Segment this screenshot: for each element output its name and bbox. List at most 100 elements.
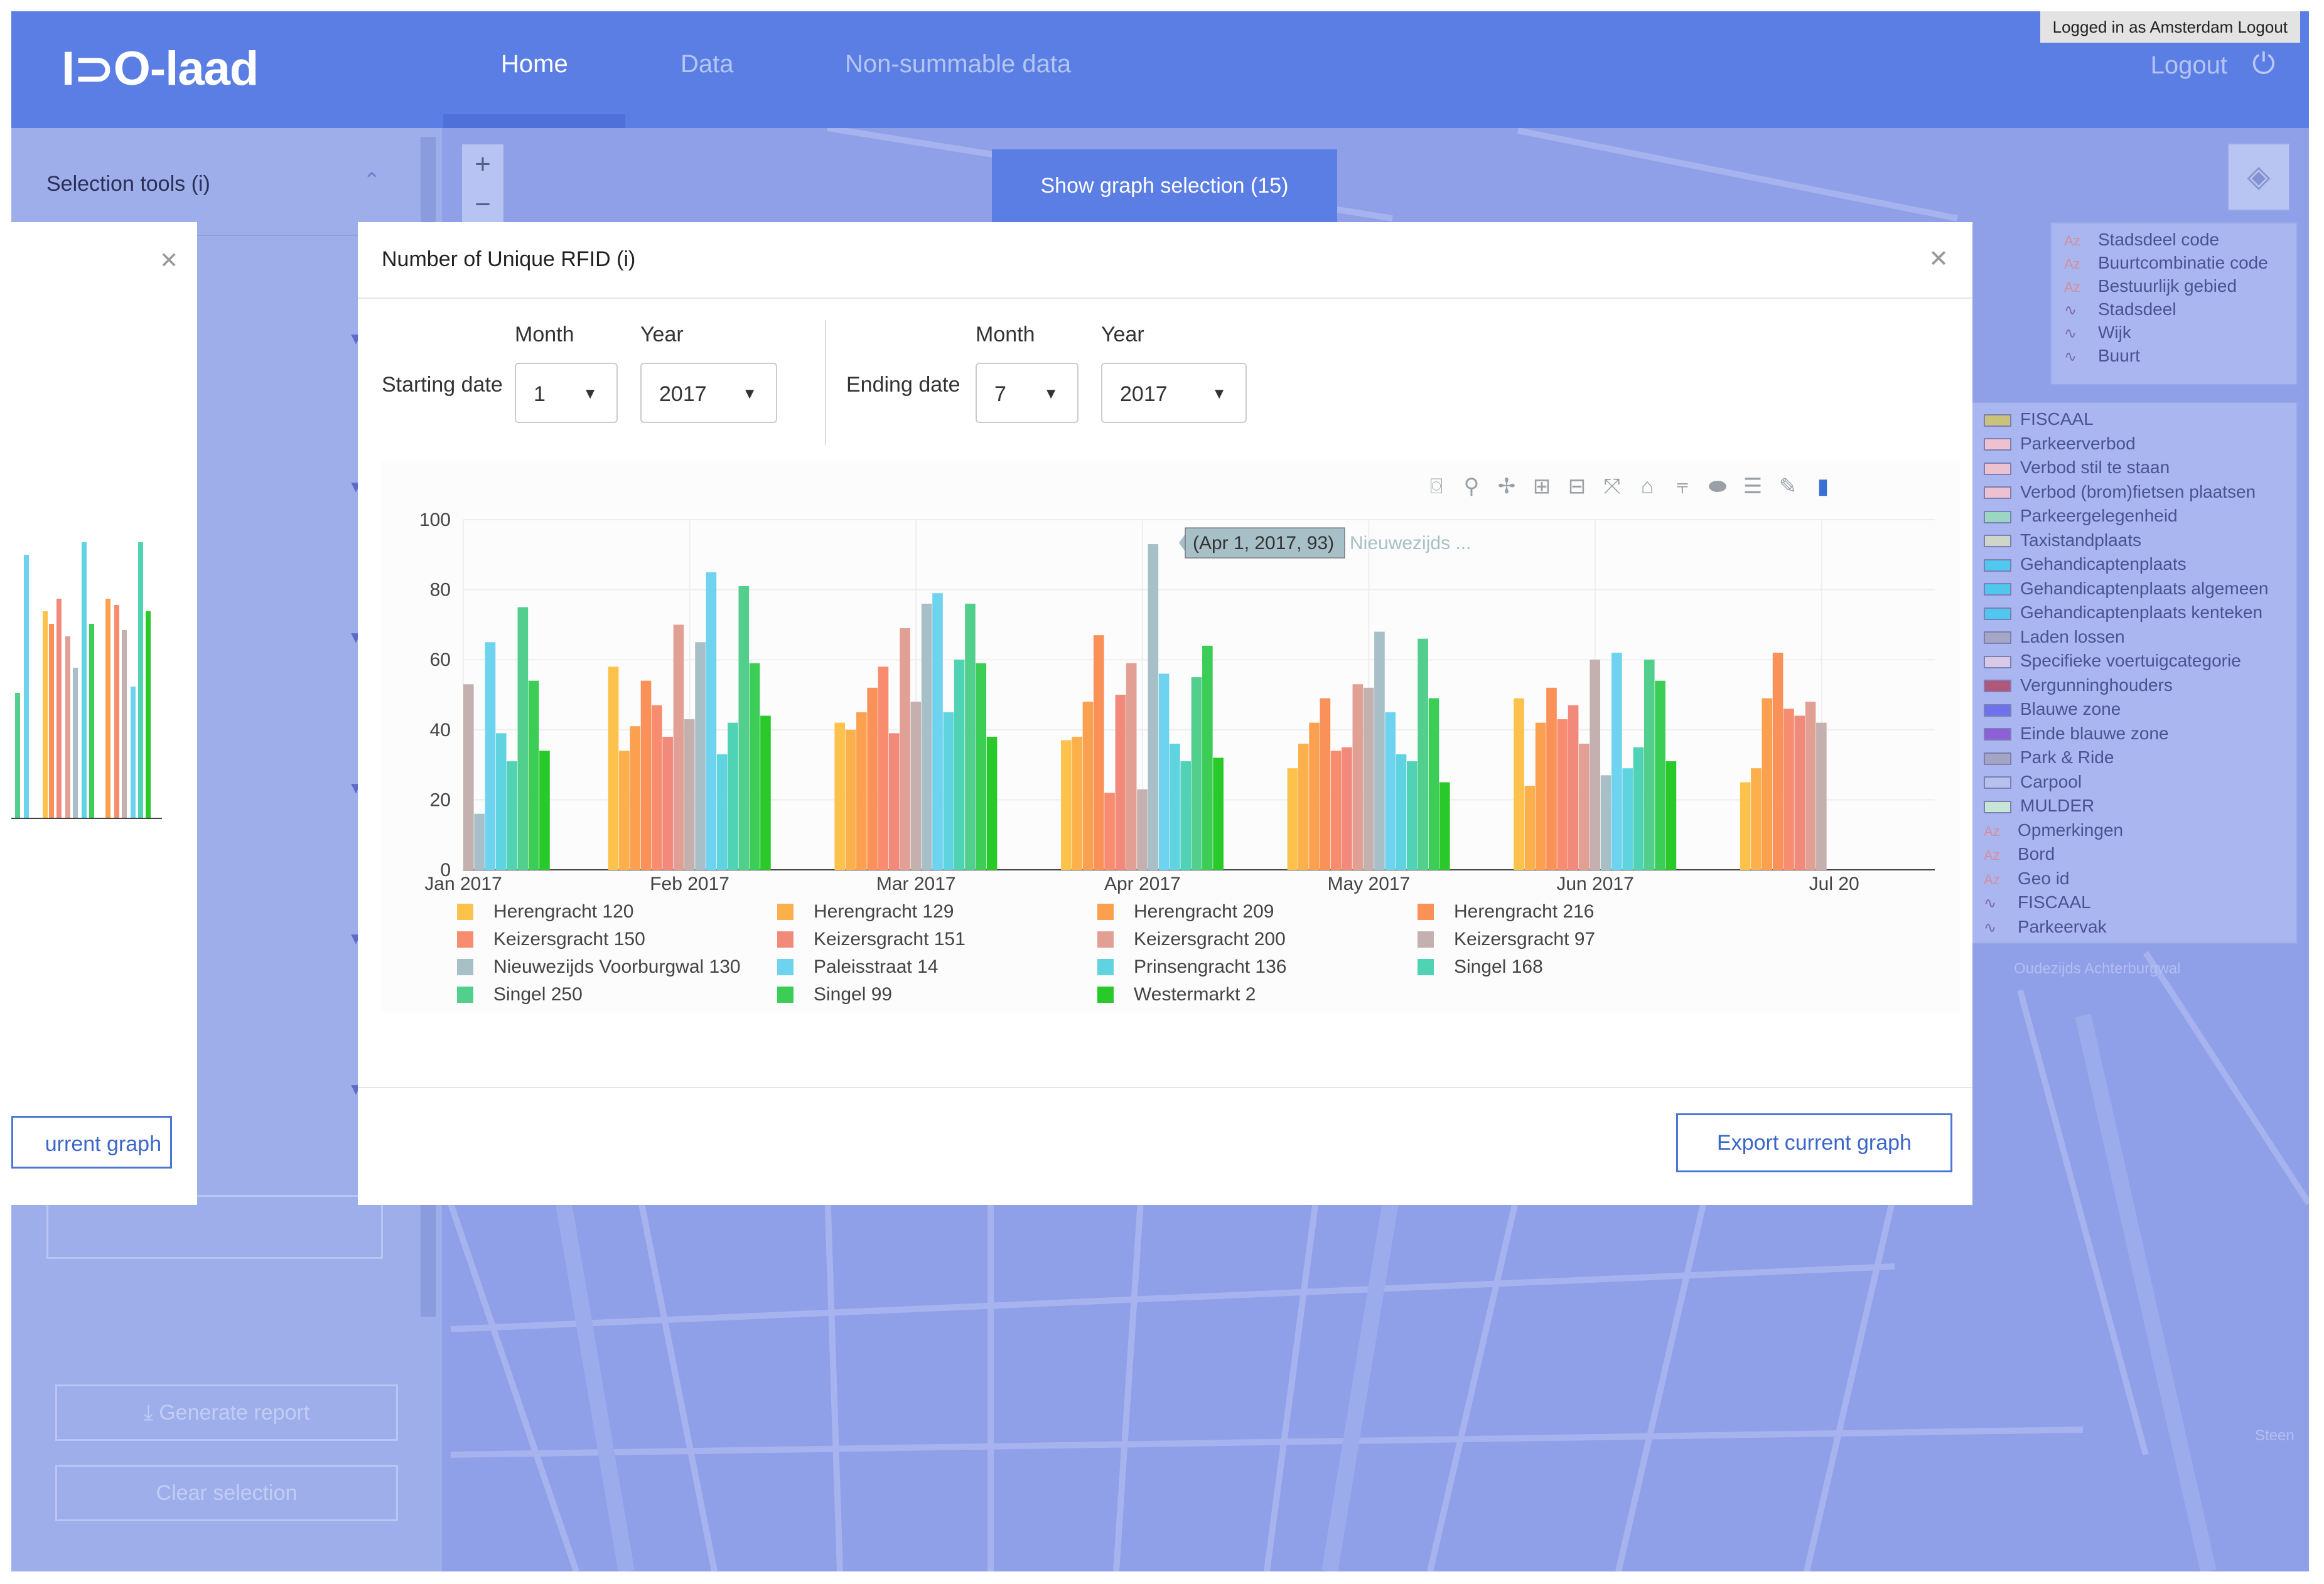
legend-label[interactable]: Herengracht 209 [1134,901,1274,922]
chevron-up-icon[interactable]: ⌃ [363,169,381,193]
legend-label[interactable]: Paleisstraat 14 [814,956,938,977]
zoom-out-button[interactable]: − [475,189,491,220]
close-icon[interactable]: ✕ [159,247,179,273]
plotly-logo-icon[interactable]: ▮ [1817,474,1829,498]
bar-chart[interactable]: 0 20 40 60 80 100 Jan 2017 Feb 2017 Mar 2017 Apr … [382,461,1960,1013]
start-year-select[interactable]: 2017 ▼ [640,363,777,423]
legend-item[interactable]: Az Bord [1984,844,2055,864]
legend-item[interactable]: Einde blauwe zone [1984,724,2169,744]
legend-label: Gehandicaptenplaats algemeen [2020,578,2269,598]
selection-tools-title[interactable]: Selection tools (i) [46,172,210,196]
end-year-select[interactable]: 2017 ▼ [1101,363,1247,423]
chart-bar [1665,761,1677,870]
legend-item[interactable]: Gehandicaptenplaats [1984,554,2187,574]
y-tick-label: 60 [430,650,451,670]
modal-title[interactable]: Number of Unique RFID (i) [382,247,636,271]
camera-icon[interactable]: ⌼ [1430,474,1443,498]
legend-label[interactable]: Herengracht 120 [493,901,633,922]
legend-item[interactable]: Az Opmerkingen [1984,820,2123,840]
start-month-select[interactable]: 1 ▼ [515,363,618,423]
legend-item[interactable]: Carpool [1984,772,2082,792]
chart-bar [1093,635,1104,870]
legend-item[interactable]: ∿ FISCAAL [1984,892,2091,912]
chart-bar [965,603,976,870]
nav-non-summable-data[interactable]: Non-summable data [845,50,1072,78]
layers-icon[interactable]: ◈ [2227,143,2290,211]
zoom-icon[interactable]: ⚲ [1464,474,1480,498]
hover-closest-icon[interactable]: ⬬ [1708,474,1726,498]
legend-label[interactable]: Singel 99 [814,984,892,1005]
clear-selection-button[interactable]: Clear selection [55,1465,398,1521]
tooltip-value: (Apr 1, 2017, 93) [1193,533,1334,554]
zoom-in-icon[interactable]: ⊞ [1533,474,1551,498]
legend-item[interactable]: MULDER [1984,796,2094,816]
nav-data[interactable]: Data [681,50,734,78]
chart-bar [845,729,856,870]
export-current-graph-button-back[interactable]: urrent graph [11,1116,172,1169]
graph-modal: Number of Unique RFID (i) ✕ Month Year S… [358,222,1972,1205]
end-month-select[interactable]: 7 ▼ [976,363,1079,423]
legend-item[interactable]: ∿ Stadsdeel [2064,299,2176,319]
logged-in-status[interactable]: Logged in as Amsterdam Logout [2040,11,2300,43]
legend-item[interactable]: FISCAAL [1984,409,2094,429]
legend-item[interactable]: Parkeergelegenheid [1984,506,2178,526]
chart-bar [1590,660,1601,870]
legend-item[interactable]: Parkeerverbod [1984,434,2136,454]
spike-lines-icon[interactable]: ⫧ [1676,474,1688,498]
legend-item[interactable]: ∿ Buurt [2064,346,2140,366]
legend-item[interactable]: Blauwe zone [1984,699,2121,719]
legend-swatch [777,959,793,975]
show-graph-selection-button[interactable]: Show graph selection (15) [992,149,1337,222]
x-tick-label: May 2017 [1328,874,1411,894]
legend-item[interactable]: Az Stadsdeel code [2064,230,2219,250]
start-month-value: 1 [534,382,546,406]
text-layer-icon: Az [1984,823,2000,839]
selection-input[interactable] [46,1195,383,1259]
zoom-out-icon[interactable]: ⊟ [1568,474,1586,498]
legend-label: Bestuurlijk gebied [2098,276,2237,296]
chart-bar [738,586,750,870]
legend-label[interactable]: Herengracht 216 [1454,901,1594,922]
legend-item[interactable]: Verbod stil te staan [1984,458,2170,478]
generate-report-button[interactable]: ⤓ Generate report [55,1384,398,1441]
legend-item[interactable]: ∿ Parkeervak [1984,917,2107,937]
close-icon[interactable]: ✕ [1929,246,1949,272]
pan-icon[interactable]: ✢ [1498,474,1516,498]
legend-label[interactable]: Westermarkt 2 [1134,984,1256,1005]
zoom-in-button[interactable]: + [475,149,491,179]
legend-item[interactable]: Specifieke voertuigcategorie [1984,651,2241,671]
legend-label[interactable]: Keizersgracht 97 [1454,929,1595,950]
legend-label[interactable]: Keizersgracht 200 [1134,929,1286,950]
hover-compare-icon[interactable]: ☰ [1743,474,1762,498]
nav-home[interactable]: Home [501,50,568,78]
bar [56,599,62,818]
reset-axes-icon[interactable]: ⌂ [1641,474,1654,498]
legend-item[interactable]: Park & Ride [1984,747,2114,768]
edit-icon[interactable]: ✎ [1779,474,1797,498]
legend-item[interactable]: Verbod (brom)fietsen plaatsen [1984,482,2256,502]
legend-label[interactable]: Keizersgracht 150 [493,929,645,950]
export-current-graph-button[interactable]: Export current graph [1676,1113,1952,1172]
logout-link[interactable]: Logout [2150,51,2227,79]
legend-label: Verbod stil te staan [2020,458,2170,477]
legend-item[interactable]: Gehandicaptenplaats kenteken [1984,602,2262,623]
legend-label[interactable]: Herengracht 129 [814,901,954,922]
legend-item[interactable]: Taxistandplaats [1984,530,2141,550]
legend-item[interactable]: Gehandicaptenplaats algemeen [1984,579,2268,599]
legend-item[interactable]: Az Buurtcombinatie code [2064,253,2268,273]
app-logo[interactable]: I⊃O-laad [62,42,259,95]
legend-item[interactable]: Az Bestuurlijk gebied [2064,276,2237,296]
legend-item[interactable]: Laden lossen [1984,627,2125,647]
autoscale-icon[interactable]: ⤧ [1603,474,1620,498]
legend-label[interactable]: Nieuwezijds Voorburgwal 130 [493,956,741,977]
legend-item[interactable]: Az Geo id [1984,869,2070,889]
legend-label[interactable]: Singel 168 [1454,956,1543,977]
legend-item[interactable]: Vergunninghouders [1984,675,2173,695]
legend-label: Bord [2018,844,2055,864]
power-icon[interactable]: ⏻ [2252,47,2275,80]
chart-bar [1180,761,1192,870]
legend-label[interactable]: Singel 250 [493,984,583,1005]
legend-label[interactable]: Keizersgracht 151 [814,929,966,950]
legend-label[interactable]: Prinsengracht 136 [1134,956,1287,977]
legend-item[interactable]: ∿ Wijk [2064,323,2131,343]
